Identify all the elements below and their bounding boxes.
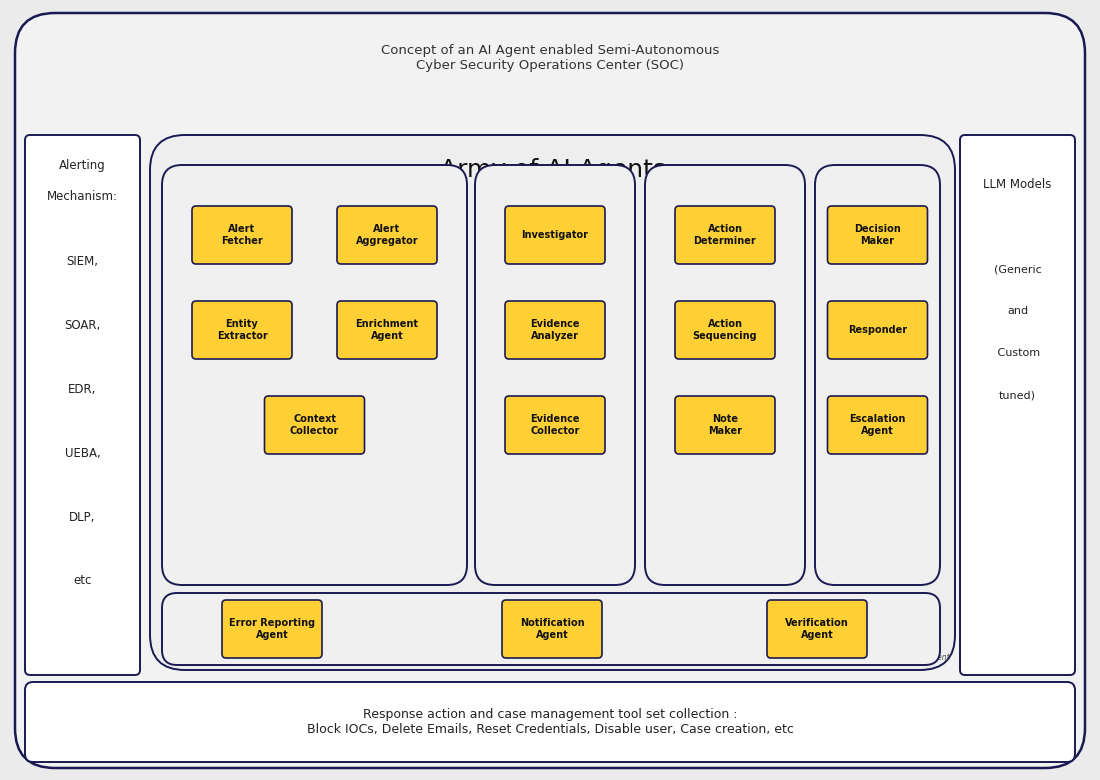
FancyBboxPatch shape — [15, 13, 1085, 768]
Text: and: and — [1006, 306, 1028, 316]
FancyBboxPatch shape — [264, 396, 364, 454]
Text: Entity
Extractor: Entity Extractor — [217, 319, 267, 341]
FancyBboxPatch shape — [25, 682, 1075, 762]
Text: Alert
Fetcher: Alert Fetcher — [221, 224, 263, 246]
FancyBboxPatch shape — [827, 396, 927, 454]
FancyBboxPatch shape — [25, 135, 140, 675]
Text: Note
Maker: Note Maker — [708, 414, 742, 436]
Text: Alert
Aggregator: Alert Aggregator — [355, 224, 418, 246]
FancyBboxPatch shape — [815, 165, 940, 585]
Text: etc: etc — [74, 575, 91, 587]
Text: SOAR,: SOAR, — [65, 318, 100, 331]
Text: Error Reporting
Agent: Error Reporting Agent — [229, 618, 315, 640]
Text: UEBA,: UEBA, — [65, 446, 100, 459]
Text: DLP,: DLP, — [69, 510, 96, 523]
Text: Responder: Responder — [848, 325, 908, 335]
FancyBboxPatch shape — [827, 206, 927, 264]
FancyBboxPatch shape — [150, 135, 955, 670]
Text: (Generic: (Generic — [993, 264, 1042, 274]
FancyBboxPatch shape — [675, 206, 776, 264]
Text: SIEM,: SIEM, — [66, 254, 99, 268]
FancyBboxPatch shape — [337, 301, 437, 359]
Text: Notification
Agent: Notification Agent — [519, 618, 584, 640]
FancyBboxPatch shape — [475, 165, 635, 585]
Text: Decision
Maker: Decision Maker — [854, 224, 901, 246]
FancyBboxPatch shape — [645, 165, 805, 585]
Text: Alerting: Alerting — [59, 158, 106, 172]
Text: Verification
Agent: Verification Agent — [785, 618, 849, 640]
FancyBboxPatch shape — [162, 165, 468, 585]
Text: Evidence
Analyzer: Evidence Analyzer — [530, 319, 580, 341]
Text: Context
Collector: Context Collector — [289, 414, 339, 436]
Text: Response action and case management tool set collection :
Block IOCs, Delete Ema: Response action and case management tool… — [307, 708, 793, 736]
FancyBboxPatch shape — [767, 600, 867, 658]
Text: Action
Determiner: Action Determiner — [694, 224, 757, 246]
FancyBboxPatch shape — [192, 301, 292, 359]
Text: Escalation
Agent: Escalation Agent — [849, 414, 905, 436]
FancyBboxPatch shape — [502, 600, 602, 658]
FancyBboxPatch shape — [162, 593, 940, 665]
FancyBboxPatch shape — [675, 301, 776, 359]
Text: Evidence
Collector: Evidence Collector — [530, 414, 580, 436]
FancyBboxPatch shape — [827, 301, 927, 359]
FancyBboxPatch shape — [505, 396, 605, 454]
Text: Mechanism:: Mechanism: — [47, 190, 118, 204]
FancyBboxPatch shape — [505, 301, 605, 359]
Text: Custom: Custom — [994, 348, 1041, 358]
Text: Investigator: Investigator — [521, 230, 588, 240]
FancyBboxPatch shape — [192, 206, 292, 264]
Text: tuned): tuned) — [999, 390, 1036, 400]
Text: Enrichment
Agent: Enrichment Agent — [355, 319, 418, 341]
Text: LLM Models: LLM Models — [983, 179, 1052, 192]
Text: Concept of an AI Agent enabled Semi-Autonomous
Cyber Security Operations Center : Concept of an AI Agent enabled Semi-Auto… — [381, 44, 719, 72]
FancyBboxPatch shape — [337, 206, 437, 264]
Text: EDR,: EDR, — [68, 382, 97, 395]
Text: Each individual block represents an AI agent: Each individual block represents an AI a… — [780, 654, 950, 662]
FancyBboxPatch shape — [505, 206, 605, 264]
Text: Army of AI Agents: Army of AI Agents — [440, 158, 666, 182]
FancyBboxPatch shape — [222, 600, 322, 658]
FancyBboxPatch shape — [960, 135, 1075, 675]
Text: Action
Sequencing: Action Sequencing — [693, 319, 757, 341]
FancyBboxPatch shape — [675, 396, 776, 454]
